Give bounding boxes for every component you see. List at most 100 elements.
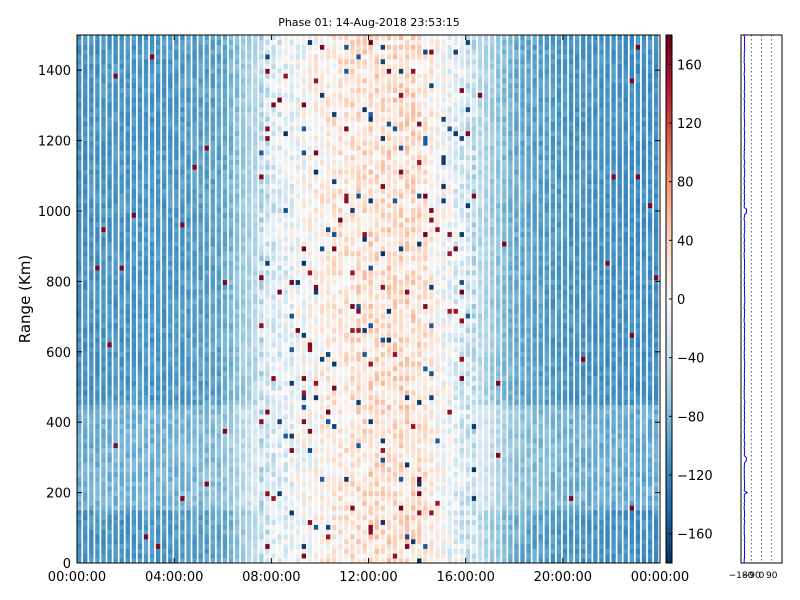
heatmap-cell [289,35,294,41]
heatmap-cell [149,270,155,276]
heatmap-cell [113,140,118,146]
heatmap-cell [271,308,276,314]
heatmap-cell [77,467,82,473]
heatmap-cell [119,510,124,516]
heatmap-cell [198,164,203,170]
heatmap-cell [332,275,337,281]
heatmap-cell [271,399,276,405]
heatmap-cell [344,83,349,89]
heatmap-cell [289,471,294,477]
heatmap-cell [295,457,300,463]
heatmap-cell [253,423,258,429]
heatmap-cell [204,375,209,381]
heatmap-cell [332,380,337,386]
heatmap-cell [149,342,155,348]
heatmap-cell [253,265,258,271]
heatmap-cell [137,246,143,252]
heatmap-cell [113,126,118,132]
heatmap-cell [143,366,149,372]
heatmap-cell [107,534,112,540]
heatmap-cell [186,54,191,60]
heatmap-cell [240,452,246,458]
heatmap-cell [319,318,325,324]
heatmap-cell [180,423,185,429]
heatmap-cell [192,313,197,319]
heatmap-cell [137,414,143,420]
heatmap-cell [210,145,215,151]
heatmap-cell [101,260,106,266]
heatmap-cell [277,529,282,535]
heatmap-cell [192,107,197,113]
heatmap-cell [89,241,94,247]
heatmap-cell [319,107,325,113]
heatmap-cell [101,241,106,247]
heatmap-cell [265,371,270,377]
heatmap-cell [137,140,143,146]
heatmap-cell [277,111,282,117]
heatmap-cell [101,174,106,180]
heatmap-cell [137,270,143,276]
heatmap-cell [289,102,294,108]
heatmap-cell [149,505,155,511]
heatmap-cell [186,44,191,50]
heatmap-cell [277,227,282,233]
heatmap-cell [228,380,234,386]
heatmap-cell [113,428,118,434]
heatmap-cell [113,299,118,305]
heatmap-cell [192,183,197,189]
heatmap-cell [313,356,319,362]
heatmap-cell [89,193,94,199]
heatmap-cell [301,414,307,420]
heatmap-cell [192,83,197,89]
heatmap-cell [168,539,173,545]
heatmap-cell [107,87,112,93]
heatmap-cell [162,347,167,353]
heatmap-cell [162,275,167,281]
heatmap-cell [216,409,222,415]
heatmap-cell [247,183,252,189]
heatmap-cell [234,83,240,89]
heatmap-cell [222,193,228,199]
heatmap-cell [155,107,161,113]
heatmap-cell [295,39,300,45]
heatmap-cell [240,529,246,535]
heatmap-cell [307,63,313,69]
heatmap-cell [131,462,137,468]
heatmap-cell [325,92,331,98]
heatmap-cell [101,515,106,521]
heatmap-cell [95,97,100,103]
heatmap-cell [198,462,203,468]
heatmap-cell [247,443,252,449]
heatmap-cell [271,212,276,218]
heatmap-cell [186,135,191,141]
heatmap-cell [101,188,106,194]
heatmap-cell [198,294,203,300]
heatmap-cell [240,97,246,103]
heatmap-cell [210,423,215,429]
heatmap-cell [325,270,331,276]
heatmap-cell [301,524,307,530]
heatmap-cell [234,471,240,477]
heatmap-cell [125,299,130,305]
heatmap-cell [307,260,313,266]
heatmap-cell [344,323,349,329]
heatmap-cell [162,452,167,458]
heatmap-cell [277,265,282,271]
heatmap-cell [253,553,258,559]
heatmap-cell [332,323,337,329]
heatmap-cell [313,179,319,185]
heatmap-cell [234,236,240,242]
heatmap-cell [247,169,252,175]
heatmap-cell [301,299,307,305]
heatmap-cell [107,39,112,45]
heatmap-cell [319,255,325,261]
heatmap-cell [143,284,149,290]
heatmap-cell [301,390,307,396]
heatmap-cell [271,452,276,458]
heatmap-cell [325,308,331,314]
heatmap-cell [119,390,124,396]
heatmap-cell [198,270,203,276]
heatmap-cell [95,375,100,381]
heatmap-cell [210,260,215,266]
heatmap-cell [113,159,118,165]
